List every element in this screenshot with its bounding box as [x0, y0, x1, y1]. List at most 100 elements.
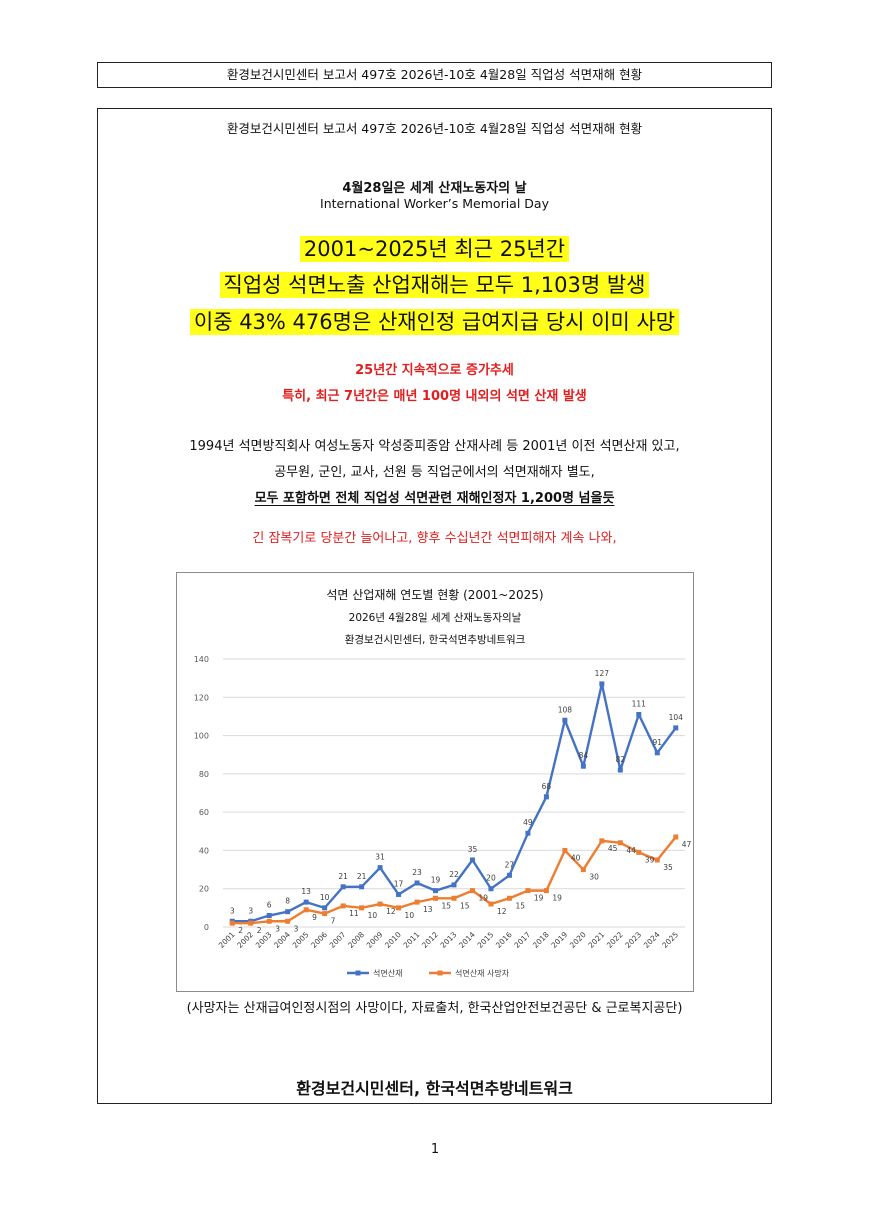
data-point	[525, 830, 531, 836]
data-label: 23	[412, 868, 422, 877]
data-point	[322, 911, 328, 917]
report-body: 환경보건시민센터 보고서 497호 2026년-10호 4월28일 직업성 석면…	[97, 108, 772, 1104]
data-label: 127	[595, 669, 610, 678]
y-tick-label: 140	[194, 655, 209, 664]
chart-title: 석면 산업재해 연도별 현황 (2001~2025)	[326, 588, 544, 602]
x-tick-label: 2010	[383, 930, 403, 950]
y-tick-label: 0	[204, 923, 209, 932]
x-tick-label: 2023	[623, 930, 643, 950]
data-point	[673, 725, 679, 731]
data-label: 111	[632, 700, 647, 709]
data-label: 19	[478, 894, 488, 903]
data-label: 3	[248, 906, 253, 915]
data-point	[414, 899, 420, 905]
data-label: 10	[320, 893, 330, 902]
data-point	[543, 794, 549, 800]
data-label: 2	[257, 926, 262, 935]
data-point	[636, 849, 642, 855]
data-point	[359, 905, 365, 911]
x-tick-label: 2024	[642, 930, 662, 950]
body-line-3: 모두 포함하면 전체 직업성 석면관련 재해인정자 1,200명 넘을듯	[98, 487, 771, 506]
data-point	[229, 920, 235, 926]
data-point	[654, 857, 660, 863]
source-note: (사망자는 산재급여인정시점의 사망이다, 자료출처, 한국산업안전보건공단 &…	[186, 1001, 683, 1016]
data-point	[580, 867, 586, 873]
data-point	[303, 907, 309, 913]
x-tick-label: 2009	[365, 930, 385, 950]
headline-line-3: 이중 43% 476명은 산재인정 급여지급 당시 이미 사망	[98, 307, 771, 338]
data-label: 12	[386, 907, 396, 916]
data-point	[469, 888, 475, 894]
latency-note: 긴 잠복기로 당분간 늘어나고, 향후 수십년간 석면피해자 계속 나와,	[252, 531, 617, 546]
data-point	[654, 750, 660, 756]
body-line-1: 1994년 석면방직회사 여성노동자 악성중피종암 산재사례 등 2001년 이…	[189, 439, 680, 454]
data-label: 3	[230, 906, 235, 915]
headline-1-text: 2001~2025년 최근 25년간	[299, 236, 570, 262]
x-tick-label: 2016	[494, 930, 514, 950]
data-point	[636, 712, 642, 718]
data-label: 19	[552, 894, 562, 903]
y-tick-label: 120	[194, 693, 209, 702]
data-point	[303, 899, 309, 905]
data-point	[451, 882, 457, 888]
data-point	[322, 905, 328, 911]
data-point	[340, 903, 346, 909]
data-label: 31	[375, 853, 385, 862]
data-label: 10	[405, 911, 415, 920]
data-label: 15	[515, 901, 525, 910]
data-label: 3	[275, 924, 280, 933]
data-label: 91	[653, 738, 663, 747]
headline-2-text: 직업성 석면노출 산업재해는 모두 1,103명 발생	[219, 272, 650, 298]
data-label: 2	[238, 926, 243, 935]
data-point	[377, 901, 383, 907]
data-label: 6	[267, 901, 272, 910]
data-label: 108	[558, 705, 573, 714]
data-label: 12	[497, 907, 507, 916]
data-point	[396, 905, 402, 911]
legend-marker	[355, 970, 361, 976]
data-point	[433, 895, 439, 901]
x-tick-label: 2015	[476, 930, 496, 950]
asbestos-chart: 석면 산업재해 연도별 현황 (2001~2025) 2026년 4월28일 세…	[176, 572, 694, 992]
page-header: 환경보건시민센터 보고서 497호 2026년-10호 4월28일 직업성 석면…	[97, 62, 772, 88]
chart-subtitle-1: 2026년 4월28일 세계 산재노동자의날	[348, 612, 522, 624]
data-label: 17	[394, 879, 404, 888]
y-tick-label: 20	[199, 885, 209, 894]
data-label: 35	[663, 863, 673, 872]
x-tick-label: 2001	[217, 930, 237, 950]
x-tick-label: 2007	[328, 930, 348, 950]
data-point	[617, 840, 623, 846]
data-label: 8	[285, 897, 290, 906]
data-label: 19	[534, 894, 544, 903]
data-point	[673, 834, 679, 840]
chart-subtitle-2: 환경보건시민센터, 한국석면추방네트워크	[344, 634, 526, 646]
x-tick-label: 2022	[605, 930, 625, 950]
data-point	[488, 886, 494, 892]
trend-line-1: 25년간 지속적으로 증가추세	[355, 363, 514, 378]
data-label: 40	[571, 853, 581, 862]
data-label: 30	[589, 873, 599, 882]
data-point	[433, 888, 439, 894]
x-tick-label: 2011	[402, 930, 422, 950]
headline-line-2: 직업성 석면노출 산업재해는 모두 1,103명 발생	[98, 270, 771, 301]
data-point	[285, 918, 291, 924]
report-title: 환경보건시민센터 보고서 497호 2026년-10호 4월28일 직업성 석면…	[226, 121, 643, 136]
data-point	[359, 884, 365, 890]
data-point	[617, 767, 623, 773]
data-point	[414, 880, 420, 886]
data-label: 20	[486, 874, 496, 883]
data-point	[506, 895, 512, 901]
data-point	[396, 891, 402, 897]
y-tick-label: 60	[199, 808, 209, 817]
x-tick-label: 2013	[439, 930, 459, 950]
memorial-day-english: International Worker’s Memorial Day	[320, 196, 549, 211]
y-tick-label: 80	[199, 770, 209, 779]
data-point	[580, 763, 586, 769]
chart-plot-area: 0204060801001201402001200220032004200520…	[194, 655, 692, 978]
x-tick-label: 2014	[457, 930, 477, 950]
trend-line-2: 특히, 최근 7년간은 매년 100명 내외의 석면 산재 발생	[282, 389, 587, 404]
data-label: 39	[645, 855, 655, 864]
data-point	[340, 884, 346, 890]
data-point	[285, 909, 291, 915]
data-label: 19	[431, 876, 441, 885]
